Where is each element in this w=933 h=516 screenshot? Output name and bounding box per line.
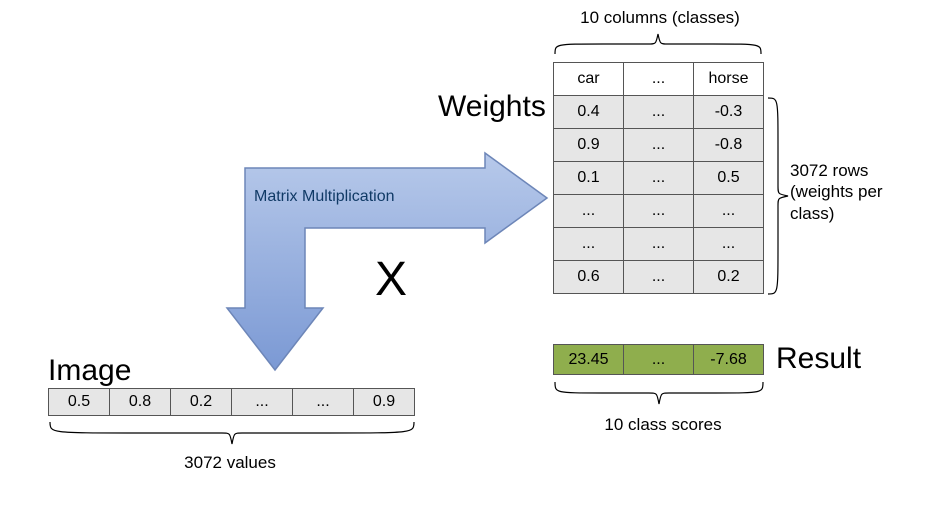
- image-cell: ...: [232, 389, 293, 416]
- brace-bottom-image: [48, 418, 416, 448]
- weights-header-cell: ...: [624, 63, 694, 96]
- rows-right-line3: class): [790, 203, 883, 224]
- weights-cell: ...: [624, 195, 694, 228]
- image-cell: 0.5: [49, 389, 110, 416]
- result-row-vector: 23.45 ... -7.68: [553, 344, 764, 375]
- weights-cell: ...: [624, 129, 694, 162]
- weights-cell: 0.5: [694, 162, 764, 195]
- weights-cell: -0.3: [694, 96, 764, 129]
- result-bottom-label: 10 class scores: [598, 415, 728, 435]
- weights-cell: ...: [624, 228, 694, 261]
- weights-cell: -0.8: [694, 129, 764, 162]
- image-cell: 0.8: [110, 389, 171, 416]
- result-cell: ...: [624, 345, 694, 375]
- weights-label: Weights: [438, 90, 546, 124]
- brace-top-columns: [553, 30, 763, 58]
- result-label: Result: [776, 342, 861, 376]
- result-cell: 23.45: [554, 345, 624, 375]
- weights-cell: ...: [624, 162, 694, 195]
- weights-cell: ...: [624, 261, 694, 294]
- image-row-vector: 0.5 0.8 0.2 ... ... 0.9: [48, 388, 415, 416]
- weights-cell: ...: [624, 96, 694, 129]
- image-cell: ...: [293, 389, 354, 416]
- weights-cell: ...: [554, 228, 624, 261]
- brace-right-rows: [766, 96, 790, 296]
- result-cell: -7.68: [694, 345, 764, 375]
- image-cell: 0.2: [171, 389, 232, 416]
- rows-right-line1: 3072 rows: [790, 160, 883, 181]
- weights-header-cell: horse: [694, 63, 764, 96]
- weights-cell: ...: [694, 228, 764, 261]
- multiply-x-label: X: [375, 252, 407, 307]
- rows-right-line2: (weights per: [790, 181, 883, 202]
- weights-cell: ...: [554, 195, 624, 228]
- matrix-mult-label: Matrix Multiplication: [254, 188, 394, 206]
- rows-right-label: 3072 rows (weights per class): [790, 160, 883, 224]
- columns-top-label: 10 columns (classes): [560, 8, 760, 28]
- weights-cell: 0.9: [554, 129, 624, 162]
- weights-cell: 0.1: [554, 162, 624, 195]
- weights-header-cell: car: [554, 63, 624, 96]
- weights-cell: 0.6: [554, 261, 624, 294]
- weights-table: car ... horse 0.4 ... -0.3 0.9 ... -0.8 …: [553, 62, 764, 294]
- brace-bottom-result: [553, 378, 765, 408]
- weights-cell: 0.2: [694, 261, 764, 294]
- weights-cell: ...: [694, 195, 764, 228]
- weights-cell: 0.4: [554, 96, 624, 129]
- image-cell: 0.9: [354, 389, 415, 416]
- image-label: Image: [48, 354, 131, 388]
- image-bottom-label: 3072 values: [140, 453, 320, 473]
